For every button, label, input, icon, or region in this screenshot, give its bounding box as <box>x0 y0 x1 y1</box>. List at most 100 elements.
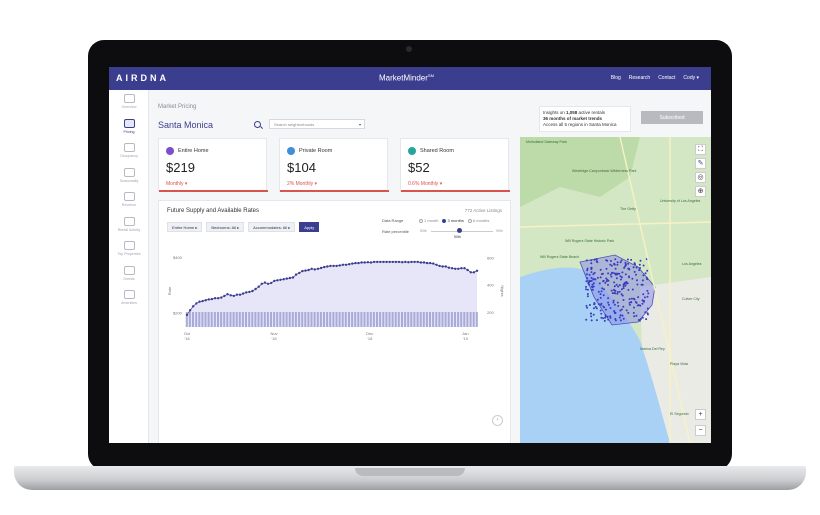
santa-monica-region[interactable] <box>579 254 656 326</box>
map[interactable]: Mulholland Gateway Park Westridge-Canyonb… <box>520 137 711 443</box>
sidebar-item-occupancy[interactable]: Occupancy <box>109 143 149 165</box>
rate-point <box>369 261 373 264</box>
chevron-down-icon: ▾ <box>184 181 188 187</box>
listing-dot <box>616 261 619 264</box>
draw-icon[interactable]: ✎ <box>695 158 706 169</box>
sidebar-item-revenue[interactable]: Revenue <box>109 192 149 214</box>
sidebar-item-rental-activity[interactable]: Rental Activity <box>109 216 149 239</box>
sidebar-item-guests[interactable]: Guests <box>109 265 149 288</box>
zoom-out-button[interactable]: − <box>695 425 706 436</box>
listing-dot <box>590 266 593 269</box>
rate-card-entire-home[interactable]: Entire Home $219 Monthly ▾ <box>158 138 268 192</box>
sidebar-item-amenities[interactable]: Amenities <box>109 290 149 312</box>
listing-dot <box>590 262 593 265</box>
app-name-text: MarketMinder <box>379 73 428 83</box>
rate-point <box>198 300 201 303</box>
date-range-option[interactable]: 6 months <box>467 218 489 223</box>
listing-dot <box>590 319 593 322</box>
sidebar-item-seasonality[interactable]: Seasonality <box>109 167 149 190</box>
listing-dot <box>618 284 621 287</box>
location-icon[interactable]: ⊕ <box>695 186 706 197</box>
room-type-icon <box>287 147 295 155</box>
listing-dot <box>618 316 621 319</box>
apply-button[interactable]: Apply <box>299 222 320 232</box>
nav-link-contact[interactable]: Contact <box>658 75 676 81</box>
card-period-label: 0.6% Monthly <box>408 181 439 187</box>
listing-dot <box>609 263 612 266</box>
nights-bar <box>232 312 235 327</box>
card-period[interactable]: 0.6% Monthly ▾ <box>408 181 442 187</box>
listing-dot <box>614 311 617 314</box>
listing-dot <box>600 273 603 276</box>
listing-dot <box>626 258 629 261</box>
listing-dot <box>590 271 593 274</box>
user-menu[interactable]: Cody ▾ <box>683 75 699 81</box>
nights-bar <box>332 312 335 327</box>
listing-dot <box>624 261 627 264</box>
calendar-next-button[interactable]: › <box>492 415 503 426</box>
rate-point <box>457 267 460 270</box>
nights-bar <box>326 312 329 327</box>
rate-card-shared-room[interactable]: Shared Room $52 0.6% Monthly ▾ <box>400 138 510 192</box>
rate-point <box>270 281 273 285</box>
rate-percentile-min: 50th <box>420 229 427 233</box>
listing-dot <box>586 277 589 280</box>
nights-bar <box>429 312 431 327</box>
sidebar-item-top-properties[interactable]: Top Properties <box>109 241 149 263</box>
listing-dot <box>590 285 593 288</box>
date-range-option[interactable]: 1 month <box>419 218 438 223</box>
nights-bar <box>425 312 428 327</box>
rate-point <box>394 260 398 264</box>
fullscreen-icon[interactable]: ⛶ <box>695 144 706 155</box>
nights-bar <box>304 312 307 327</box>
nights-bar <box>188 312 191 327</box>
rate-point <box>416 260 419 264</box>
rate-point <box>254 287 257 291</box>
y-tick-right: 200 <box>487 310 494 315</box>
card-accent-bar <box>280 190 389 192</box>
nav-link-blog[interactable]: Blog <box>610 75 621 81</box>
listing-dot <box>636 279 638 282</box>
neighborhood-search-input[interactable]: Search neighborhoods ▾ <box>269 119 365 129</box>
listing-dot <box>641 302 644 305</box>
listing-dot <box>592 273 595 276</box>
zoom-in-button[interactable]: + <box>695 409 706 420</box>
listing-dot <box>646 289 649 292</box>
app-name: MarketMinderSM <box>379 73 434 83</box>
nav-link-research[interactable]: Research <box>628 75 651 81</box>
layers-icon[interactable]: ◎ <box>695 172 706 183</box>
rate-percentile-track[interactable] <box>431 231 493 232</box>
nights-bar <box>213 312 216 327</box>
insights-box: Insights on 1,058 active rentals 36 mont… <box>539 106 631 132</box>
listing-dot <box>588 304 591 306</box>
nights-bar <box>466 312 469 327</box>
map-ocean <box>520 267 675 443</box>
date-range-option[interactable]: 3 months <box>442 218 464 223</box>
rate-point <box>288 276 292 280</box>
listing-dot <box>592 282 595 285</box>
filter-bedrooms[interactable]: Bedrooms: All ▸ <box>206 222 245 232</box>
nights-bar <box>195 312 198 327</box>
logo[interactable]: AIRDNA <box>116 73 169 83</box>
listing-dot <box>624 284 627 287</box>
listing-dot <box>628 268 631 271</box>
filter-property-type[interactable]: Entire Home ▸ <box>167 222 203 232</box>
subscribed-button[interactable]: Subscribed <box>641 111 703 124</box>
card-title: Shared Room <box>420 148 454 154</box>
sidebar-item-pricing[interactable]: Pricing <box>109 118 149 141</box>
listing-dot <box>597 303 600 306</box>
listing-dot <box>616 301 619 304</box>
listing-dot <box>633 270 636 273</box>
map-place-label: The Getty <box>620 207 636 211</box>
sidebar-item-overview[interactable]: Overview <box>109 94 149 116</box>
listing-dot <box>588 273 591 276</box>
date-range-option-label: 3 months <box>447 218 464 223</box>
rate-percentile-knob[interactable] <box>457 228 462 233</box>
map-canvas[interactable] <box>520 137 711 443</box>
filter-accommodates[interactable]: Accommodates: All ▸ <box>248 222 296 232</box>
rate-point <box>220 296 223 299</box>
rate-card-private-room[interactable]: Private Room $104 2% Monthly ▾ <box>279 138 389 192</box>
search-icon[interactable] <box>254 121 261 128</box>
card-period[interactable]: 2% Monthly ▾ <box>287 181 317 187</box>
card-period[interactable]: Monthly ▾ <box>166 181 187 187</box>
